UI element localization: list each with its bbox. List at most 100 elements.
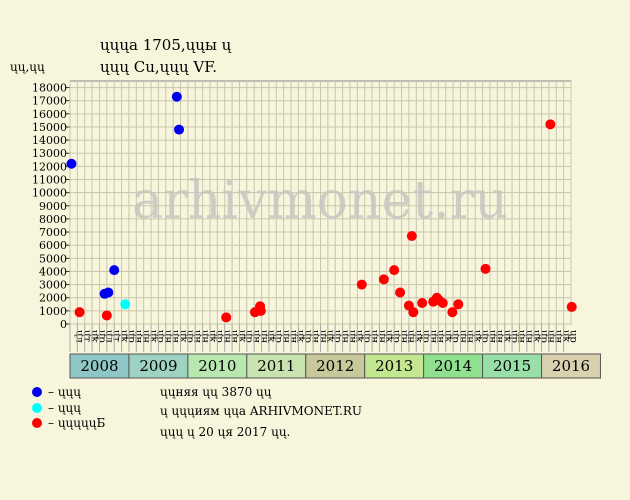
period-label: ųк: [442, 330, 453, 343]
year-band: [482, 353, 543, 379]
year-label: 2012: [316, 357, 354, 375]
period-label: ųн: [287, 330, 298, 343]
data-point: [378, 274, 389, 285]
period-label: ųк: [206, 330, 217, 343]
period-label: ųн: [553, 330, 564, 343]
period-label: ųр: [567, 330, 578, 343]
period-label: ųр: [420, 330, 431, 343]
period-label: ųр: [125, 330, 136, 343]
period-label: ųк: [383, 330, 394, 343]
data-point: [221, 312, 232, 323]
legend-label: – ųųų: [48, 385, 81, 399]
period-label: ųт: [111, 330, 122, 342]
period-label: ųк: [354, 330, 365, 343]
period-label: ųн: [427, 330, 438, 343]
year-label: 2009: [139, 357, 177, 375]
y-axis-ticks: 0100020003000400050006000700080009000100…: [32, 82, 67, 331]
period-label: ųр: [155, 330, 166, 343]
period-label: ųл: [74, 330, 85, 343]
blue-dot-icon: [32, 387, 42, 397]
period-label: ųн: [516, 330, 527, 343]
period-label: ųн: [199, 330, 210, 343]
period-label: ųк: [530, 330, 541, 343]
grid: [66, 81, 572, 325]
period-label: ųк: [265, 330, 276, 343]
year-label: 2011: [257, 357, 295, 375]
y-tick-label: 16000: [32, 108, 67, 121]
period-label: ųн: [346, 330, 357, 343]
info-line-2: ų ųųųиям ųųa ARHIVMONET.RU: [160, 404, 363, 418]
period-label: ųн: [339, 330, 350, 343]
data-point: [480, 263, 491, 274]
data-points: [66, 91, 577, 323]
year-label: 2014: [434, 357, 472, 375]
year-band: [128, 353, 189, 379]
red-dot-icon: [32, 418, 42, 428]
period-label: ųр: [302, 330, 313, 343]
data-point: [408, 307, 419, 318]
y-axis-unit: ųų,ųų: [10, 60, 45, 74]
period-label: ųк: [236, 330, 247, 343]
y-tick-label: 17000: [32, 95, 67, 108]
year-label: 2015: [493, 357, 531, 375]
year-band: [541, 353, 601, 379]
y-tick-label: 8000: [39, 213, 67, 226]
period-label: ųт: [81, 330, 92, 342]
period-label: ųн: [258, 330, 269, 343]
period-label: ųк: [413, 330, 424, 343]
data-point: [66, 158, 77, 169]
period-label: ųр: [449, 330, 460, 343]
data-point: [101, 310, 112, 321]
period-label: ųк: [295, 330, 306, 343]
data-point: [356, 279, 367, 290]
y-tick-label: 7000: [39, 226, 67, 239]
data-point: [103, 287, 114, 298]
y-tick-label: 11000: [32, 174, 67, 187]
data-point: [109, 265, 120, 276]
y-tick-label: 2000: [39, 292, 67, 305]
y-tick-label: 12000: [32, 160, 67, 173]
y-tick-label: 15000: [32, 121, 67, 134]
legend-label: – ųųų: [48, 401, 81, 415]
period-label: ųр: [361, 330, 372, 343]
data-point: [74, 307, 85, 318]
data-point: [389, 265, 400, 276]
period-label: ųн: [494, 330, 505, 343]
y-tick-label: 10000: [32, 187, 67, 200]
period-label: ųк: [118, 330, 129, 343]
chart-title-line1: ųųųa 1705,ųųы ų: [100, 36, 232, 54]
legend-label: – ųųųųųБ: [48, 416, 106, 430]
year-band: [423, 353, 484, 379]
period-label: ųк: [177, 330, 188, 343]
period-label: ųн: [398, 330, 409, 343]
period-label: ųл: [103, 330, 114, 343]
data-point: [171, 91, 182, 102]
period-label: ųн: [435, 330, 446, 343]
data-point: [255, 305, 266, 316]
period-label: ųр: [538, 330, 549, 343]
period-label: ųр: [508, 330, 519, 343]
period-label: ųн: [221, 330, 232, 343]
legend-item-cyan: – ųųų: [32, 401, 81, 415]
info-line-3: ųųų ų 20 ųя 2017 ųų.: [160, 425, 291, 439]
period-label: ųк: [324, 330, 335, 343]
period-label: ųк: [147, 330, 158, 343]
year-bands: 2008 2009 2010 2011 2012 2013 2014 2015 2016: [69, 353, 601, 379]
data-point: [545, 119, 556, 130]
period-label: ųн: [405, 330, 416, 343]
period-label: ųн: [523, 330, 534, 343]
data-point: [566, 301, 577, 312]
data-point: [437, 297, 448, 308]
period-label: ųк: [560, 330, 571, 343]
period-label: ųр: [479, 330, 490, 343]
year-label: 2013: [375, 357, 413, 375]
data-point: [417, 297, 428, 308]
y-tick-label: 6000: [39, 239, 67, 252]
year-band: [187, 353, 248, 379]
cyan-dot-icon: [32, 403, 42, 413]
period-label: ųр: [243, 330, 254, 343]
period-label: ųк: [472, 330, 483, 343]
year-label: 2016: [552, 357, 590, 375]
period-label: ųн: [228, 330, 239, 343]
